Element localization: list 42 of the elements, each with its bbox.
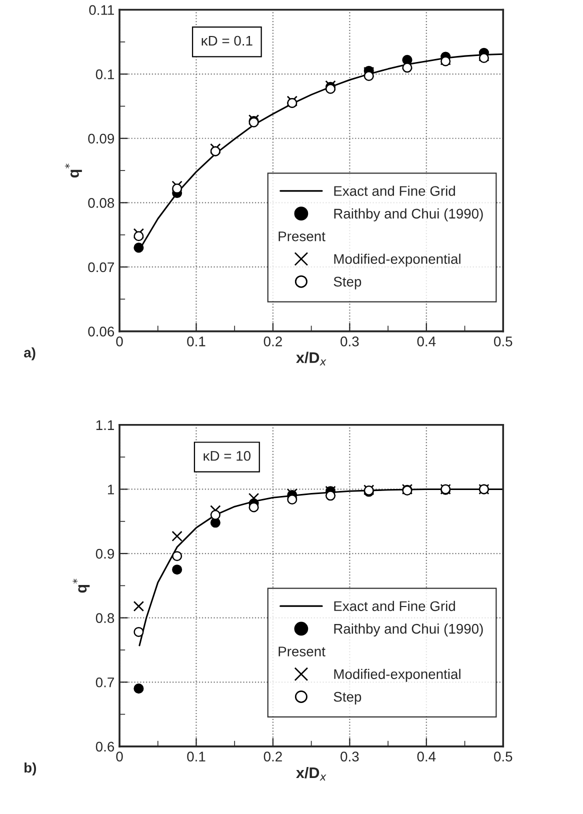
x-tick-label: 0 [116, 336, 123, 346]
text: b) [24, 762, 36, 776]
x-axis-title: x/D$_{x}$ [296, 352, 326, 366]
x-tick-label: 0.3 [340, 336, 359, 346]
x-tick-label: 0.5 [494, 752, 512, 762]
annotation: Present [278, 232, 326, 242]
x-tick-label: 0.5 [494, 336, 512, 346]
y-tick-label: 0.07 [88, 262, 114, 272]
y-tick-label: 0.1 [96, 69, 114, 80]
annotation: κD = 0.1 [202, 36, 252, 46]
y-axis-title: q$^{*}$ [72, 578, 90, 593]
y-tick-label: 0.7 [96, 677, 114, 688]
legend-label: Step [334, 276, 362, 290]
legend-label: Exact and Fine Grid [334, 186, 455, 196]
y-tick-label: 0.11 [89, 5, 114, 15]
legend-label: Step [334, 692, 362, 704]
x-tick-label: 0.4 [417, 752, 436, 762]
y-tick-label: 1.1 [96, 420, 114, 430]
x-tick-label: 0.3 [340, 752, 359, 762]
y-tick-label: 0.06 [88, 326, 114, 336]
x-tick-label: 0.2 [264, 336, 282, 346]
y-tick-label: 0.8 [96, 613, 114, 623]
annotation: κD = 10 [204, 450, 251, 461]
x-tick-label: 0.2 [264, 752, 282, 762]
y-tick-label: 1 [108, 484, 114, 494]
legend-label: Exact and Fine Grid [334, 600, 455, 612]
x-tick-label: 0.1 [187, 336, 206, 346]
legend-label: Modified-exponential [334, 254, 460, 267]
y-tick-label: 0.9 [96, 548, 114, 559]
legend-label: Raithby and Chui (1990) [334, 208, 483, 222]
y-tick-label: 0.6 [96, 742, 114, 752]
text: a) [24, 347, 36, 360]
x-tick-label: 0 [116, 752, 123, 762]
legend-label: Raithby and Chui (1990) [334, 624, 483, 636]
legend-label: Modified-exponential [334, 668, 460, 682]
y-axis-title: q$^{*}$ [64, 164, 82, 178]
y-tick-label: 0.08 [88, 198, 114, 208]
x-tick-label: 0.4 [417, 336, 436, 346]
x-axis-title: x/D$_{x}$ [296, 766, 326, 781]
y-tick-label: 0.09 [88, 134, 114, 144]
annotation: Present [278, 646, 326, 656]
x-tick-label: 0.1 [187, 752, 206, 762]
